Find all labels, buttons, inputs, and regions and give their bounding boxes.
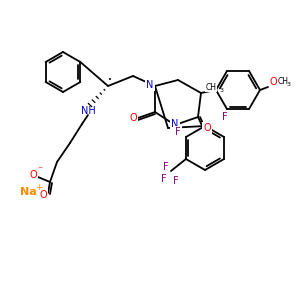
Text: CH: CH (206, 82, 217, 91)
Text: N: N (146, 80, 154, 90)
Text: O: O (129, 113, 137, 123)
Text: Na: Na (20, 187, 36, 197)
Text: ⁻: ⁻ (38, 165, 43, 175)
Text: F: F (161, 174, 167, 184)
Text: 3: 3 (287, 82, 291, 88)
Text: •: • (108, 77, 112, 83)
Text: F: F (163, 162, 169, 172)
Text: CH: CH (278, 77, 289, 86)
Text: O: O (39, 190, 47, 200)
Text: F: F (173, 176, 179, 186)
Text: F: F (222, 112, 228, 122)
Text: N: N (171, 119, 179, 129)
Text: O: O (203, 123, 211, 133)
Text: 3: 3 (220, 88, 224, 92)
Text: NH: NH (81, 106, 95, 116)
Text: O: O (270, 77, 278, 87)
Text: O: O (29, 170, 37, 180)
Text: F: F (175, 127, 181, 137)
Text: +: + (35, 182, 43, 191)
